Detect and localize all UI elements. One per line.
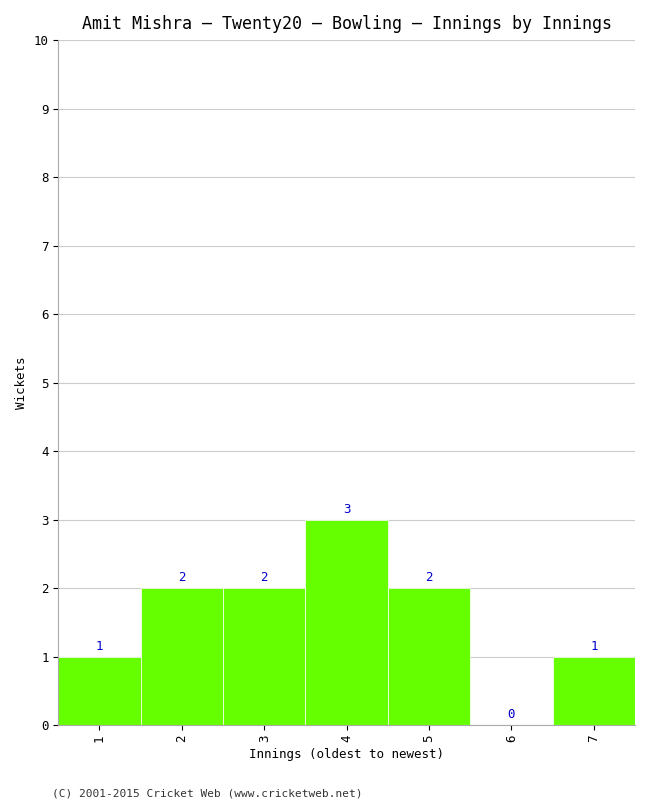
Text: 1: 1 [96, 640, 103, 653]
Bar [58, 657, 140, 726]
Title: Amit Mishra – Twenty20 – Bowling – Innings by Innings: Amit Mishra – Twenty20 – Bowling – Innin… [82, 15, 612, 33]
Bar [140, 588, 223, 726]
Bar [388, 588, 470, 726]
Text: 2: 2 [261, 571, 268, 584]
Text: 0: 0 [508, 708, 515, 721]
Text: 2: 2 [425, 571, 433, 584]
Bar [306, 520, 388, 726]
Text: 1: 1 [590, 640, 597, 653]
X-axis label: Innings (oldest to newest): Innings (oldest to newest) [249, 748, 444, 761]
Text: (C) 2001-2015 Cricket Web (www.cricketweb.net): (C) 2001-2015 Cricket Web (www.cricketwe… [52, 788, 363, 798]
Bar [223, 588, 306, 726]
Bar [552, 657, 635, 726]
Text: 3: 3 [343, 502, 350, 515]
Text: 2: 2 [178, 571, 186, 584]
Y-axis label: Wickets: Wickets [15, 357, 28, 409]
